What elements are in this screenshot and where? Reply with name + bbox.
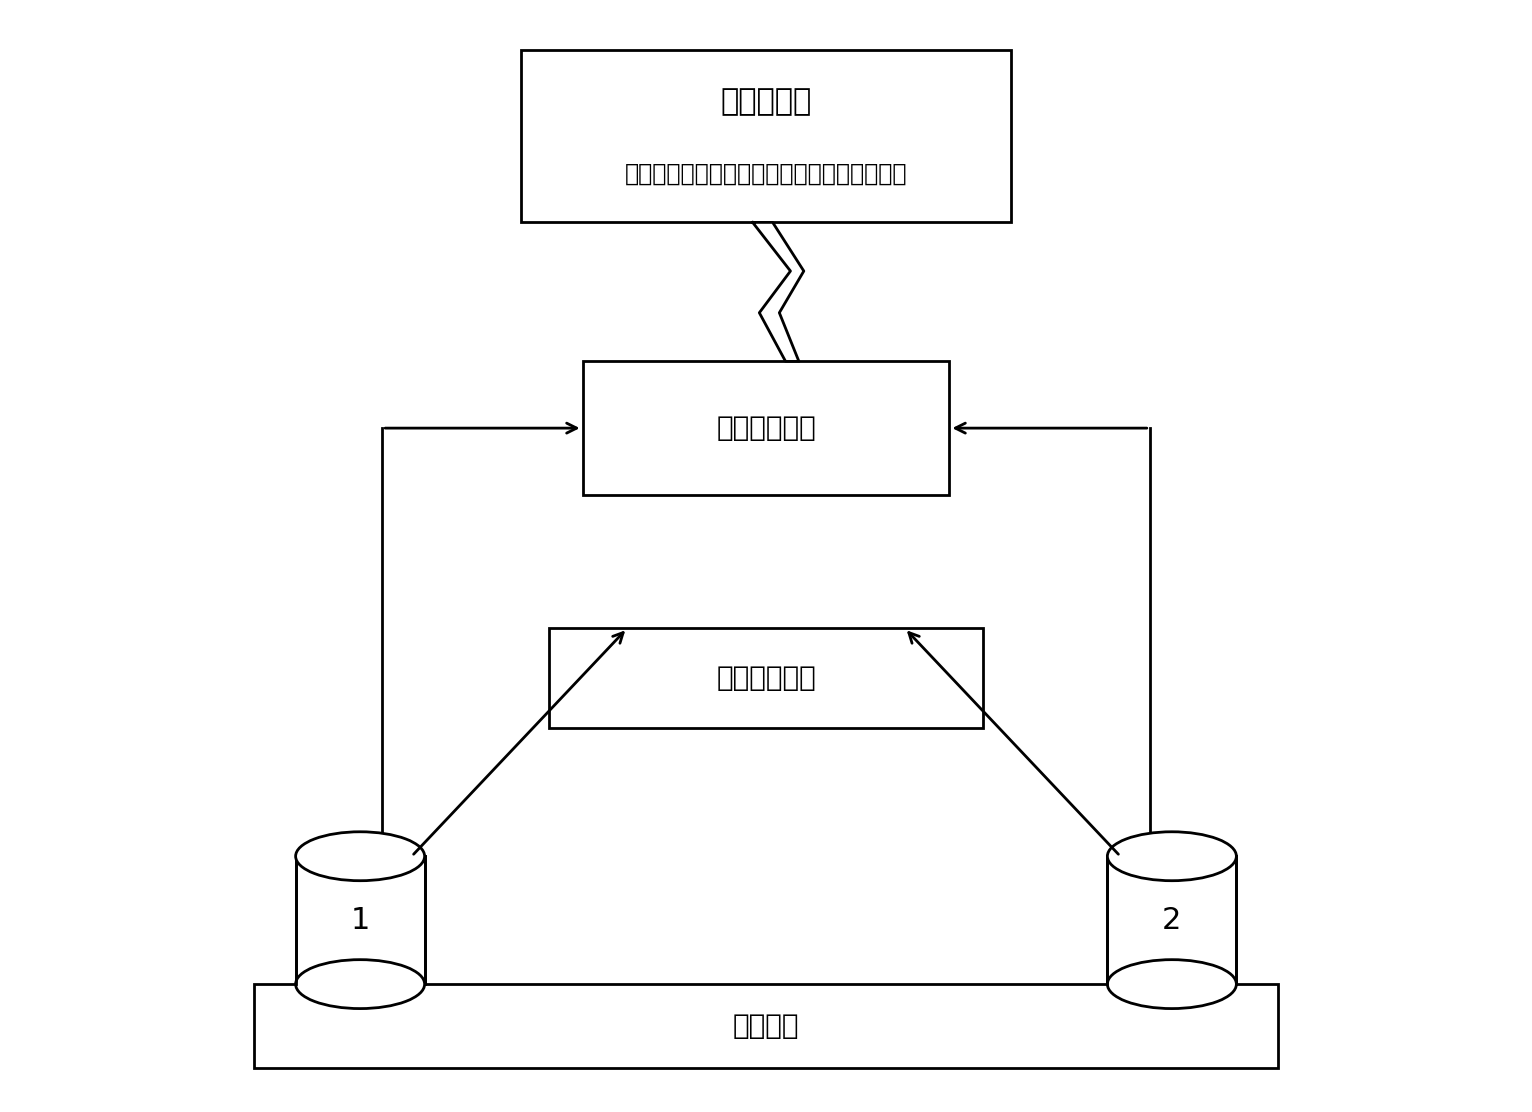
Text: 信号采集系统: 信号采集系统: [715, 414, 817, 443]
Text: （损伤定位计算、监控界面、损伤受力预测）: （损伤定位计算、监控界面、损伤受力预测）: [625, 162, 907, 186]
Ellipse shape: [1108, 832, 1236, 881]
FancyBboxPatch shape: [1108, 856, 1236, 984]
Bar: [548, 628, 984, 728]
Text: 木质结构: 木质结构: [732, 1012, 800, 1040]
Text: 声发射传感器: 声发射传感器: [715, 664, 817, 693]
Polygon shape: [752, 222, 804, 361]
Text: 2: 2: [1163, 905, 1181, 935]
Text: 1: 1: [351, 905, 369, 935]
Ellipse shape: [1108, 960, 1236, 1009]
Bar: [521, 50, 1011, 222]
Bar: [254, 984, 1278, 1068]
FancyBboxPatch shape: [296, 856, 424, 984]
Ellipse shape: [296, 832, 424, 881]
Text: 监控计算机: 监控计算机: [720, 87, 812, 117]
Bar: [582, 361, 950, 495]
Ellipse shape: [296, 960, 424, 1009]
